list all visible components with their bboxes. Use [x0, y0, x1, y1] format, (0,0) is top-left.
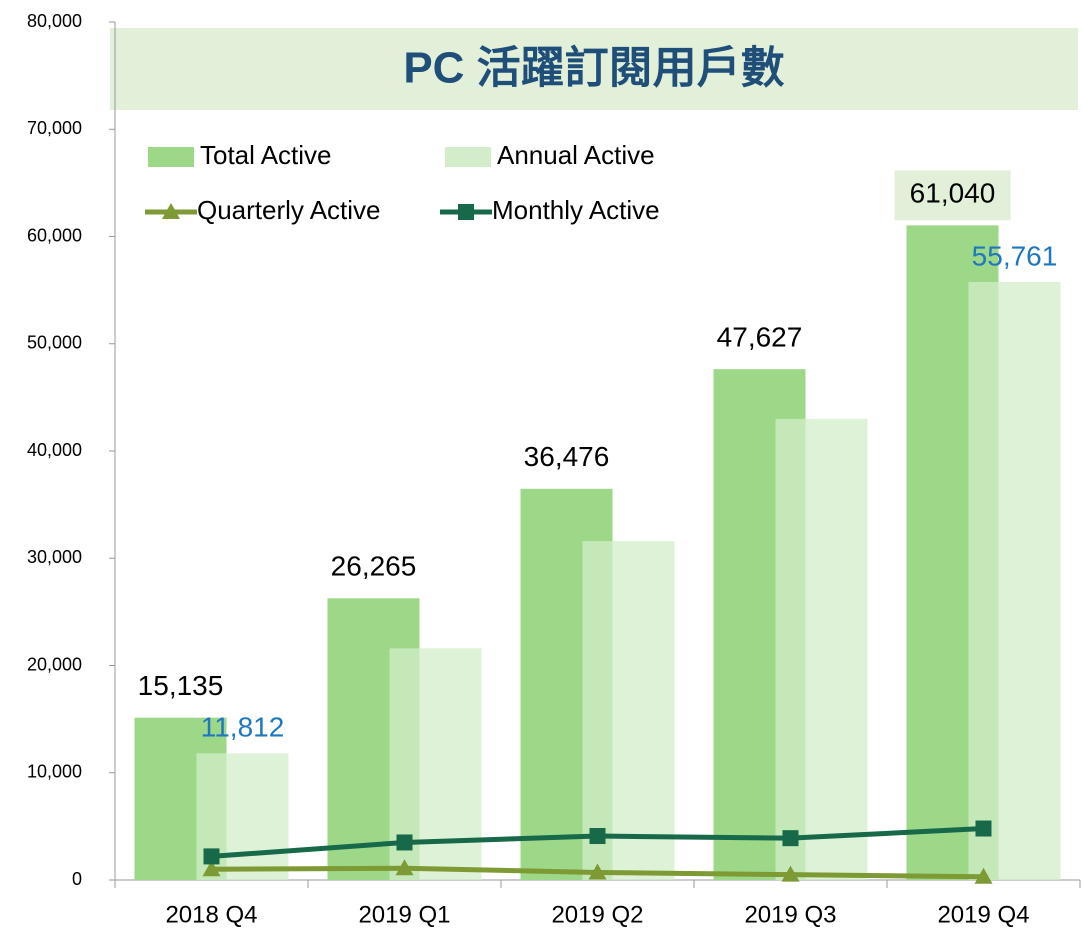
- y-tick-label: 20,000: [27, 654, 82, 674]
- bar: [968, 281, 1061, 881]
- legend-label: Monthly Active: [492, 195, 660, 225]
- value-label: 11,812: [201, 712, 285, 743]
- x-tick-label: 2019 Q1: [358, 901, 450, 928]
- marker: [589, 828, 606, 845]
- value-label: 55,761: [972, 240, 1058, 271]
- marker: [395, 859, 414, 876]
- y-tick-label: 10,000: [27, 762, 82, 782]
- x-tick-label: 2018 Q4: [165, 901, 257, 928]
- legend-swatch: [148, 147, 194, 167]
- marker: [781, 865, 800, 882]
- value-label: 26,265: [331, 551, 417, 582]
- marker: [458, 204, 474, 220]
- marker: [396, 834, 413, 851]
- y-tick-label: 0: [72, 869, 82, 889]
- legend-label: Quarterly Active: [197, 195, 381, 225]
- marker: [975, 820, 992, 837]
- y-tick-label: 60,000: [27, 225, 82, 245]
- x-tick-label: 2019 Q4: [937, 901, 1029, 928]
- marker: [203, 848, 220, 865]
- value-label: 47,627: [717, 322, 803, 353]
- value-label: 36,476: [524, 441, 610, 472]
- legend-label: Annual Active: [497, 140, 655, 170]
- value-label: 15,135: [138, 670, 224, 701]
- title-box: [110, 28, 1078, 110]
- y-tick-label: 70,000: [27, 118, 82, 138]
- bar: [582, 541, 675, 880]
- marker: [588, 863, 607, 880]
- marker: [782, 830, 799, 847]
- label-box: [894, 170, 1011, 221]
- chart-title: PC 活躍訂閱用戶數: [403, 44, 784, 93]
- marker: [202, 860, 221, 877]
- y-tick-label: 30,000: [27, 547, 82, 567]
- y-tick-label: 50,000: [27, 333, 82, 353]
- value-label: 61,040: [910, 178, 996, 209]
- legend-label: Total Active: [200, 140, 332, 170]
- x-tick-label: 2019 Q3: [744, 901, 836, 928]
- bar: [775, 418, 868, 880]
- marker: [162, 203, 180, 219]
- legend-swatch: [445, 147, 491, 167]
- marker: [974, 867, 993, 884]
- y-tick-label: 80,000: [27, 11, 82, 31]
- y-tick-label: 40,000: [27, 440, 82, 460]
- x-tick-label: 2019 Q2: [551, 901, 643, 928]
